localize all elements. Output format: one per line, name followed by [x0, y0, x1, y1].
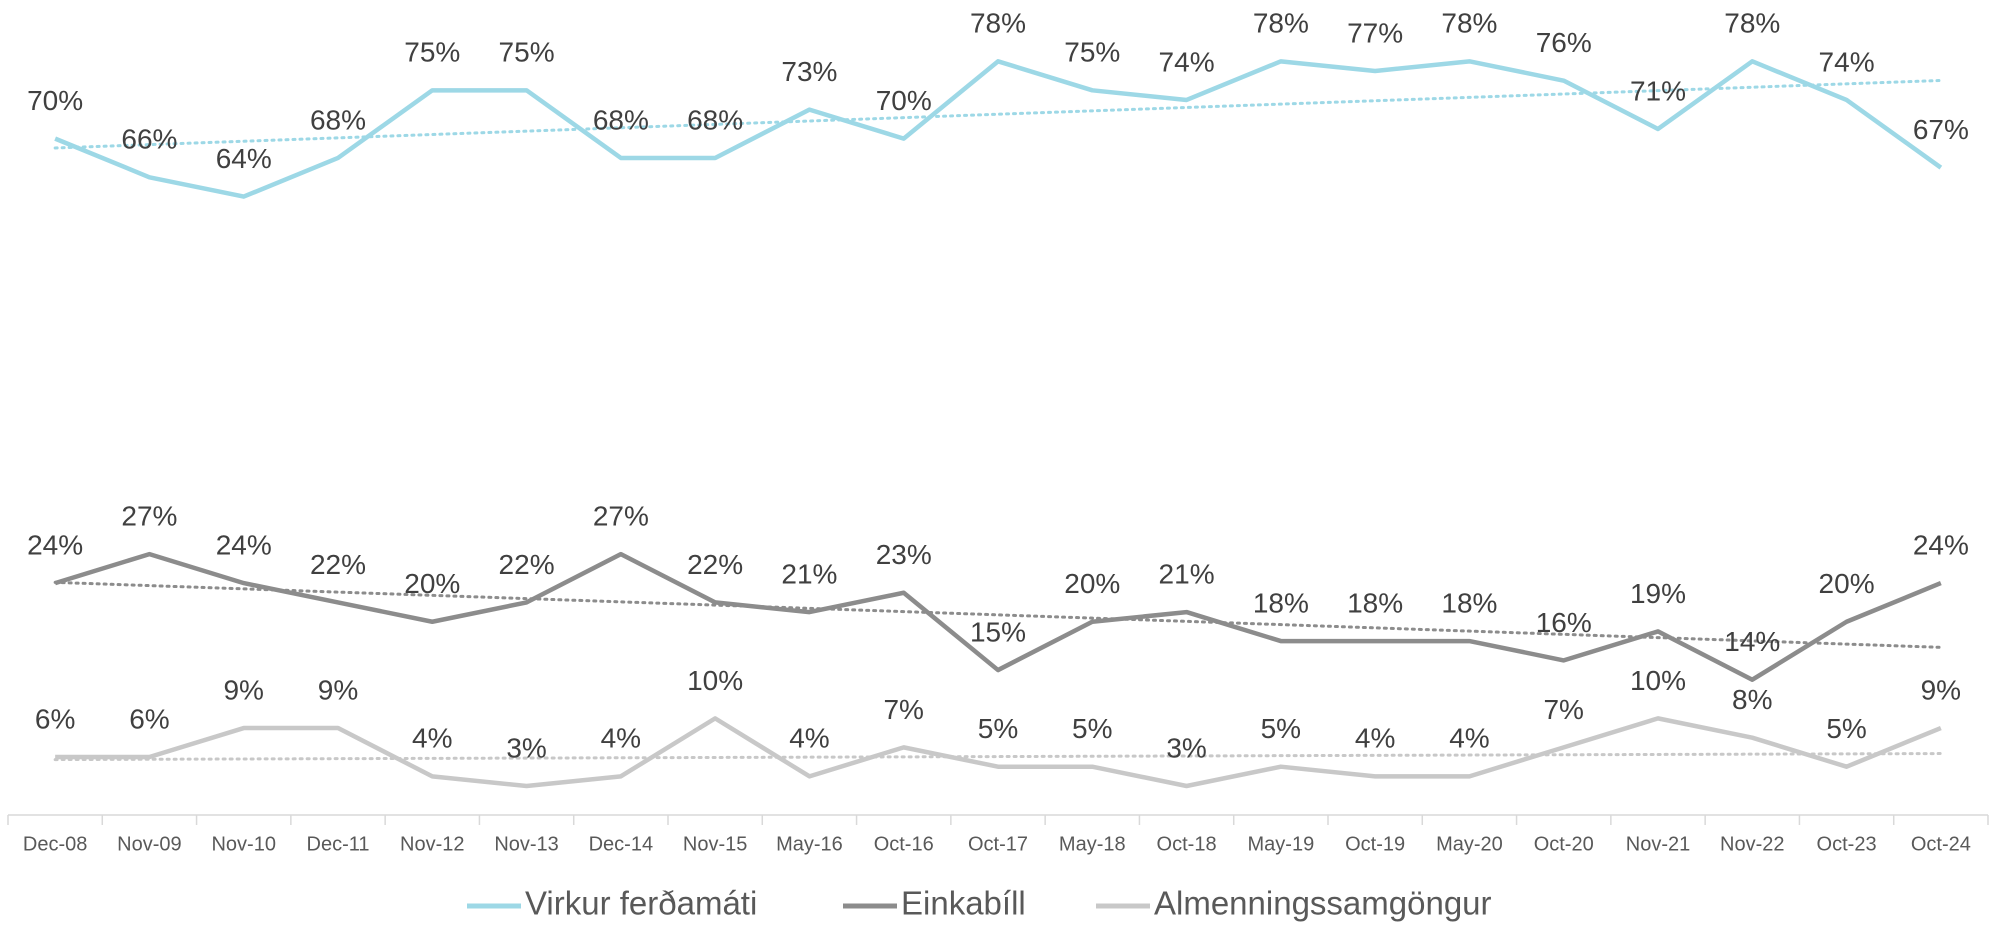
data-label: 71%: [1630, 75, 1686, 106]
data-label: 19%: [1630, 578, 1686, 609]
data-label: 21%: [1159, 558, 1215, 589]
data-label: 9%: [318, 674, 358, 705]
data-label: 10%: [687, 665, 743, 696]
data-label: 5%: [1261, 713, 1301, 744]
data-label: 27%: [121, 501, 177, 532]
data-label: 23%: [876, 539, 932, 570]
x-tick-label: Nov-15: [683, 833, 747, 855]
x-tick-label: Oct-18: [1157, 833, 1217, 855]
legend-label: Virkur ferðamáti: [525, 885, 757, 922]
data-label: 3%: [1166, 732, 1206, 763]
data-label: 22%: [499, 549, 555, 580]
data-label: 74%: [1819, 46, 1875, 77]
data-label: 15%: [970, 616, 1026, 647]
data-label: 4%: [412, 723, 452, 754]
x-tick-label: Oct-17: [968, 833, 1028, 855]
data-label: 14%: [1724, 626, 1780, 657]
data-label: 4%: [601, 723, 641, 754]
data-label: 64%: [216, 143, 272, 174]
x-tick-label: Nov-12: [400, 833, 464, 855]
legend-label: Almenningssamgöngur: [1154, 885, 1492, 922]
data-label: 7%: [1543, 694, 1583, 725]
data-label: 75%: [404, 37, 460, 68]
data-label: 24%: [27, 529, 83, 560]
data-label: 68%: [310, 104, 366, 135]
x-tick-label: May-20: [1436, 833, 1503, 855]
data-label: 5%: [978, 713, 1018, 744]
data-label: 5%: [1072, 713, 1112, 744]
x-tick-label: Nov-22: [1720, 833, 1784, 855]
data-label: 4%: [1449, 723, 1489, 754]
x-tick-label: May-16: [776, 833, 843, 855]
series-line: [54, 551, 1942, 682]
data-label: 24%: [216, 529, 272, 560]
x-tick-label: May-18: [1059, 833, 1126, 855]
x-tick-label: Dec-08: [23, 833, 87, 855]
data-label: 4%: [789, 723, 829, 754]
x-tick-label: Oct-24: [1911, 833, 1971, 855]
data-label: 78%: [970, 8, 1026, 39]
data-label: 68%: [593, 104, 649, 135]
data-label: 20%: [1819, 568, 1875, 599]
data-label: 67%: [1913, 114, 1969, 145]
data-label: 7%: [883, 694, 923, 725]
x-tick-label: Dec-11: [307, 833, 370, 855]
x-tick-label: Nov-10: [211, 833, 275, 855]
data-label: 20%: [1064, 568, 1120, 599]
data-label: 66%: [121, 124, 177, 155]
x-tick-label: Nov-13: [494, 833, 558, 855]
data-label: 78%: [1441, 8, 1497, 39]
trend-line: [53, 752, 1943, 762]
data-label: 18%: [1441, 587, 1497, 618]
data-label: 18%: [1347, 587, 1403, 618]
data-label: 68%: [687, 104, 743, 135]
data-label: 77%: [1347, 17, 1403, 48]
data-label: 9%: [223, 674, 263, 705]
data-label: 74%: [1159, 46, 1215, 77]
data-label: 9%: [1921, 674, 1961, 705]
x-tick-label: Nov-21: [1626, 833, 1690, 855]
series-line: [54, 59, 1943, 199]
data-label: 18%: [1253, 587, 1309, 618]
data-label: 22%: [310, 549, 366, 580]
data-label: 6%: [35, 703, 75, 734]
x-tick-label: Oct-23: [1817, 833, 1877, 855]
data-label: 22%: [687, 549, 743, 580]
data-label: 70%: [27, 85, 83, 116]
legend-label: Einkabíll: [901, 885, 1026, 922]
data-label: 10%: [1630, 665, 1686, 696]
data-label: 76%: [1536, 27, 1592, 58]
series-line: [55, 716, 1942, 789]
data-label: 4%: [1355, 723, 1395, 754]
data-label: 8%: [1732, 684, 1772, 715]
data-label: 21%: [781, 558, 837, 589]
data-label: 70%: [876, 85, 932, 116]
data-label: 24%: [1913, 529, 1969, 560]
data-label: 3%: [506, 732, 546, 763]
data-label: 5%: [1826, 713, 1866, 744]
x-tick-label: Oct-20: [1534, 833, 1594, 855]
x-tick-label: Oct-19: [1345, 833, 1405, 855]
x-tick-label: Dec-14: [589, 833, 653, 855]
data-label: 73%: [781, 56, 837, 87]
x-tick-label: May-19: [1248, 833, 1315, 855]
x-tick-label: Nov-09: [117, 833, 181, 855]
trend-line: [53, 580, 1943, 649]
data-label: 27%: [593, 501, 649, 532]
data-label: 20%: [404, 568, 460, 599]
data-label: 78%: [1253, 8, 1309, 39]
data-label: 16%: [1536, 607, 1592, 638]
data-label: 78%: [1724, 8, 1780, 39]
data-label: 75%: [499, 37, 555, 68]
data-label: 75%: [1064, 37, 1120, 68]
x-tick-label: Oct-16: [874, 833, 934, 855]
data-label: 6%: [129, 703, 169, 734]
